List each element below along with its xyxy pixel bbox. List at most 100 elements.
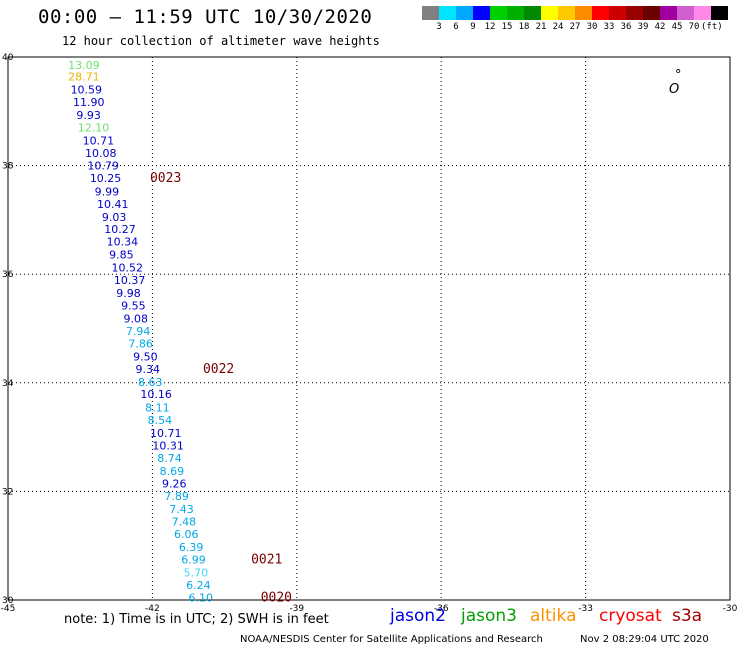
y-tick-label: 38 (2, 162, 14, 172)
swh-value-label: 9.55 (121, 299, 146, 312)
credit-timestamp: Nov 2 08:29:04 UTC 2020 (580, 634, 709, 645)
swh-value-label: 9.26 (162, 478, 187, 491)
swh-value-label: 5.70 (184, 567, 209, 580)
colorbar-label: 6 (453, 22, 459, 32)
colorbar-swatch (439, 6, 456, 20)
swh-value-label: 10.08 (85, 147, 117, 160)
swh-value-label: 10.34 (107, 235, 139, 248)
swh-value-label: 10.52 (111, 261, 143, 274)
footer-note: note: 1) Time is in UTC; 2) SWH is in fe… (64, 612, 329, 627)
page-subtitle: 12 hour collection of altimeter wave hei… (62, 34, 380, 48)
swh-value-label: 7.86 (128, 338, 153, 351)
y-tick-label: 30 (2, 596, 14, 606)
page-title: 00:00 – 11:59 UTC 10/30/2020 (38, 6, 373, 28)
colorbar-label: 21 (535, 22, 547, 32)
y-tick-label: 32 (2, 487, 13, 497)
x-tick-label: -30 (723, 604, 738, 614)
colorbar-swatch (473, 6, 490, 20)
colorbar-swatch (541, 6, 558, 20)
swh-value-label: 11.90 (73, 96, 105, 109)
swh-value-label: 28.71 (68, 70, 100, 83)
swh-value-label: 10.16 (140, 388, 172, 401)
swh-value-label: 9.93 (76, 109, 101, 122)
colorbar-label: 33 (603, 22, 615, 32)
colorbar-label: 18 (518, 22, 530, 32)
colorbar-swatch (660, 6, 677, 20)
swh-value-label: 9.85 (109, 248, 134, 261)
island-marker-dot: ° (675, 68, 682, 83)
credit-line: NOAA/NESDIS Center for Satellite Applica… (240, 634, 543, 645)
swh-value-label: 8.54 (148, 414, 173, 427)
pass-number-label: 0022 (203, 362, 234, 377)
swh-value-label: 6.06 (174, 528, 199, 541)
pass-number-label: 0020 (261, 591, 292, 606)
colorbar-swatch (456, 6, 473, 20)
colorbar-label: 27 (569, 22, 581, 32)
swh-value-label: 10.71 (150, 427, 182, 440)
swh-value-label: 10.37 (114, 274, 146, 287)
satellite-legend-item: altika (530, 606, 577, 626)
swh-value-label: 6.39 (179, 541, 204, 554)
x-tick-label: -42 (145, 604, 160, 614)
swh-value-label: 10.41 (97, 198, 128, 211)
y-tick-label: 34 (2, 379, 14, 389)
swh-value-label: 9.08 (124, 313, 148, 326)
colorbar-swatch (609, 6, 626, 20)
colorbar-swatch (558, 6, 575, 20)
swh-value-label: 10.25 (90, 172, 122, 185)
colorbar-swatch (575, 6, 592, 20)
swh-value-label: 6.99 (181, 554, 206, 567)
colorbar-swatch (524, 6, 541, 20)
swh-value-label: 10.71 (83, 134, 115, 147)
colorbar-label: 36 (620, 22, 632, 32)
swh-value-label: 8.11 (145, 402, 170, 415)
colorbar-label: 3 (436, 22, 442, 32)
colorbar-label: 30 (586, 22, 598, 32)
swh-value-label: 9.03 (102, 211, 127, 224)
swh-value-label: 12.10 (78, 121, 110, 134)
colorbar-label: 15 (501, 22, 513, 32)
colorbar-swatch (643, 6, 660, 20)
swh-value-label: 10.79 (87, 159, 119, 172)
swh-value-label: 8.74 (157, 452, 182, 465)
colorbar-label: 39 (637, 22, 649, 32)
x-tick-label: -33 (578, 604, 593, 614)
swh-value-label: 6.10 (189, 592, 214, 605)
pass-number-label: 0023 (150, 171, 181, 186)
swh-value-label: 7.43 (169, 503, 194, 516)
satellite-legend-item: jason3 (461, 606, 517, 626)
swh-value-label: 10.31 (152, 440, 184, 453)
colorbar-label: 42 (654, 22, 666, 32)
swh-value-label: 9.50 (133, 351, 158, 364)
swh-value-label: 8.63 (138, 376, 163, 389)
swh-value-label: 10.59 (71, 83, 103, 96)
x-tick-label: -45 (1, 604, 16, 614)
x-tick-label: -39 (289, 604, 304, 614)
swh-value-label: 13.09 (68, 59, 100, 72)
colorbar-label: (ft) (701, 22, 723, 32)
swh-value-label: 9.98 (116, 287, 141, 300)
y-tick-label: 40 (2, 53, 14, 63)
x-tick-label: -36 (434, 604, 449, 614)
island-marker-outline: O (669, 82, 680, 97)
colorbar-label: 24 (552, 22, 564, 32)
swh-value-label: 9.99 (95, 185, 120, 198)
colorbar-swatch (711, 6, 728, 20)
swh-value-label: 7.94 (126, 325, 151, 338)
swh-value-label: 6.24 (186, 579, 211, 592)
colorbar-label: 45 (671, 22, 683, 32)
swh-value-label: 7.89 (164, 490, 189, 503)
map-frame (7, 56, 731, 601)
swh-value-label: 7.48 (172, 516, 197, 529)
swh-value-label: 8.69 (160, 465, 185, 478)
colorbar-swatch (626, 6, 643, 20)
satellite-legend-item: cryosat (599, 606, 662, 626)
swh-value-label: 10.27 (104, 223, 135, 236)
colorbar-swatch (507, 6, 524, 20)
colorbar-swatch (422, 6, 439, 20)
colorbar-swatch (490, 6, 507, 20)
colorbar-swatch (592, 6, 609, 20)
y-tick-label: 36 (2, 270, 14, 280)
colorbar-label: 9 (470, 22, 476, 32)
